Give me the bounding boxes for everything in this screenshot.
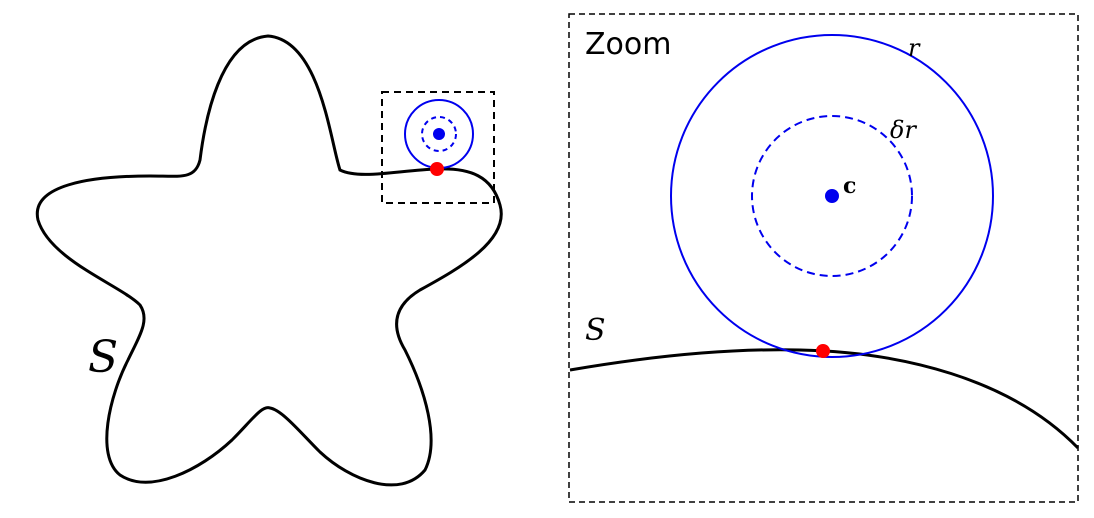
zoomed-shape-curve xyxy=(569,348,1080,450)
shape-label-left: S xyxy=(88,332,118,383)
inner-circle-delta-r xyxy=(751,115,913,277)
shape-label-right: S xyxy=(585,313,606,348)
center-point xyxy=(825,189,839,203)
contact-point xyxy=(816,344,830,358)
radius-label: r xyxy=(908,34,921,62)
small-center-point xyxy=(433,128,445,140)
zoom-region-box xyxy=(381,91,495,204)
outer-circle-r xyxy=(670,34,994,358)
inner-radius-label: δr xyxy=(890,116,917,144)
zoom-title: Zoom xyxy=(585,27,671,62)
small-contact-point xyxy=(430,162,444,176)
zoom-panel-border xyxy=(568,13,1079,503)
small-inner-circle-dashed xyxy=(421,116,457,152)
center-label: c xyxy=(843,173,856,199)
star-shape-outline xyxy=(35,34,503,487)
